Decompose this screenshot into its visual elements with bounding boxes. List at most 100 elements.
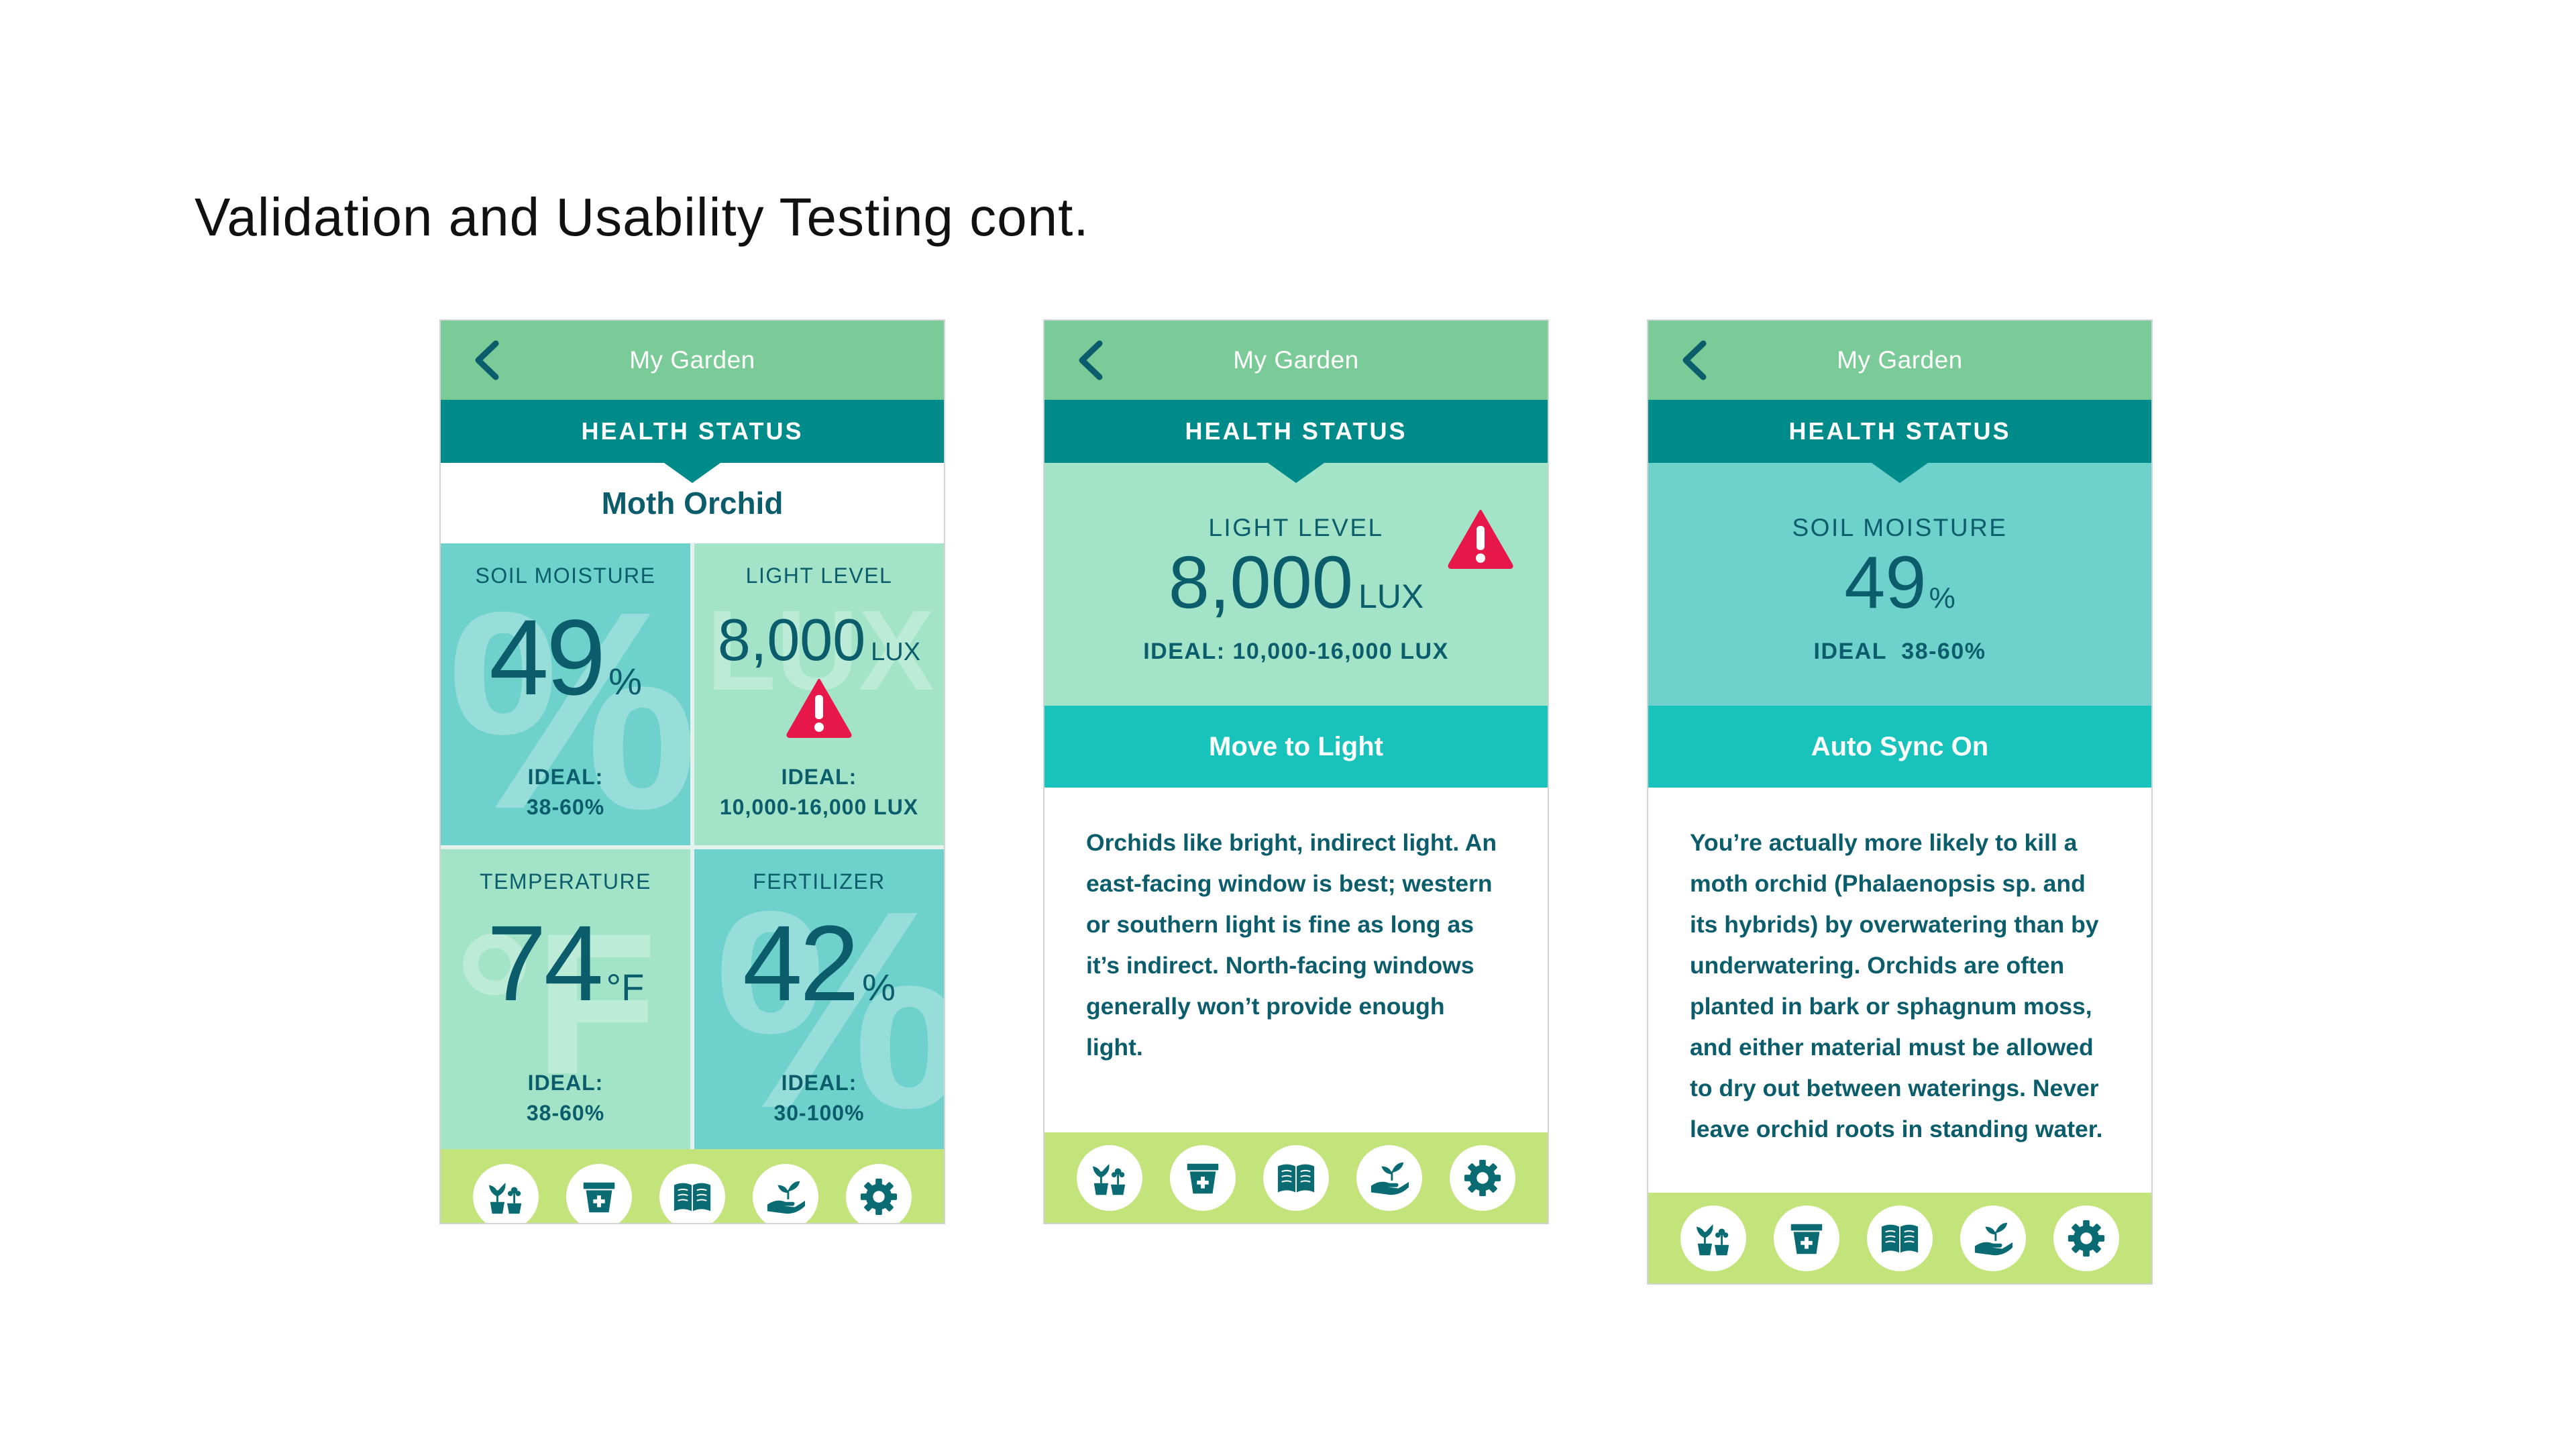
metric-ideal: IDEAL 38-60% — [1813, 639, 1986, 664]
warning-icon — [786, 679, 852, 738]
book-icon — [1277, 1164, 1315, 1192]
value-number: 49 — [489, 597, 606, 717]
top-bar: My Garden — [1648, 321, 2151, 400]
ideal-value: 30-100% — [773, 1101, 865, 1125]
value-number: 42 — [743, 903, 859, 1023]
health-status-bar: HEALTH STATUS — [1044, 400, 1548, 483]
slide-title: Validation and Usability Testing cont. — [195, 187, 1089, 247]
tile-soil-moisture[interactable]: % SOIL MOISTURE 49% IDEAL: 38-60% — [441, 543, 690, 845]
value-number: 49 — [1844, 541, 1927, 624]
metric-label: SOIL MOISTURE — [1792, 514, 2008, 541]
book-icon — [674, 1183, 711, 1212]
value-number: 8,000 — [1168, 541, 1353, 624]
chevron-left-icon[interactable] — [468, 339, 508, 381]
book-icon — [1881, 1224, 1919, 1252]
tile-temperature[interactable]: °F TEMPERATURE 74 °F IDEAL: 38-60% — [441, 849, 690, 1151]
info-body: Orchids like bright, indirect light. An … — [1044, 788, 1548, 1130]
value-unit: °F — [606, 966, 645, 1008]
gear-icon — [860, 1178, 897, 1216]
top-bar: My Garden — [1044, 321, 1548, 400]
bottom-nav — [441, 1149, 944, 1223]
hand-plant-icon — [1974, 1222, 2012, 1255]
nav-care-button[interactable] — [1960, 1205, 2026, 1271]
gear-icon — [2068, 1220, 2104, 1256]
tile-label: TEMPERATURE — [480, 869, 651, 894]
nav-care-button[interactable] — [752, 1164, 818, 1223]
metric-panel-moisture: SOIL MOISTURE 49% IDEAL 38-60% — [1648, 463, 2151, 706]
ideal-label: IDEAL: — [527, 765, 604, 789]
ideal-value: 38-60% — [526, 795, 605, 819]
metric-value: 49% — [1648, 546, 2151, 620]
tile-light-level[interactable]: LUX LIGHT LEVEL 8,000 LUX IDEAL: 10,000-1… — [694, 543, 944, 845]
tile-label: FERTILIZER — [753, 869, 885, 894]
tile-label: SOIL MOISTURE — [475, 564, 656, 588]
auto-sync-button[interactable]: Auto Sync On — [1648, 706, 2151, 788]
flower-pot-icon — [583, 1182, 615, 1213]
value-unit: LUX — [1358, 578, 1424, 615]
ideal-label: IDEAL: — [527, 1071, 604, 1095]
nav-plants-button[interactable] — [1680, 1205, 1747, 1271]
flower-pot-icon — [1790, 1224, 1823, 1254]
header-title: My Garden — [1837, 346, 1963, 374]
tile-label: LIGHT LEVEL — [745, 564, 893, 588]
value-unit: % — [862, 966, 896, 1008]
health-status-bar: HEALTH STATUS — [441, 400, 944, 483]
metric-value: 8,000 LUX — [1044, 546, 1548, 620]
nav-care-button[interactable] — [1356, 1144, 1422, 1211]
nav-settings-button[interactable] — [1449, 1144, 1515, 1211]
health-status-label: HEALTH STATUS — [581, 417, 804, 445]
top-bar: My Garden — [441, 321, 944, 400]
chevron-left-icon[interactable] — [1675, 339, 1715, 381]
health-status-bar: HEALTH STATUS — [1648, 400, 2151, 483]
plants-icon — [489, 1183, 522, 1214]
value-number: 8,000 — [717, 606, 866, 673]
warning-icon — [1448, 510, 1513, 569]
header-title: My Garden — [629, 346, 755, 374]
phone-screen-overview: My Garden HEALTH STATUS Moth Orchid % SO… — [441, 321, 944, 1223]
pointer-arrow — [1268, 463, 1324, 483]
bottom-nav — [1648, 1193, 2151, 1283]
ideal-label: IDEAL: — [781, 1071, 857, 1095]
info-text: You’re actually more likely to kill a mo… — [1690, 829, 2103, 1142]
info-text: Orchids like bright, indirect light. An … — [1086, 829, 1497, 1061]
nav-pot-button[interactable] — [1774, 1205, 1840, 1271]
flower-pot-icon — [1187, 1163, 1219, 1193]
health-status-label: HEALTH STATUS — [1185, 417, 1407, 445]
pointer-arrow — [1872, 463, 1928, 483]
value-unit: % — [608, 660, 642, 702]
nav-pot-button[interactable] — [566, 1164, 633, 1223]
nav-pot-button[interactable] — [1170, 1144, 1236, 1211]
tile-fertilizer[interactable]: % FERTILIZER 42% IDEAL: 30-100% — [694, 849, 944, 1151]
nav-plants-button[interactable] — [473, 1164, 539, 1223]
metric-panel-light: LIGHT LEVEL 8,000 LUX IDEAL: 10,000-16,00… — [1044, 463, 1548, 706]
header-title: My Garden — [1233, 346, 1359, 374]
phone-screen-light-detail: My Garden HEALTH STATUS LIGHT LEVEL 8,00… — [1044, 321, 1548, 1223]
move-to-light-button[interactable]: Move to Light — [1044, 706, 1548, 788]
gear-icon — [1464, 1159, 1501, 1196]
tile-value: 8,000 LUX — [694, 610, 944, 669]
value-number: 74 — [486, 903, 604, 1023]
metrics-grid: % SOIL MOISTURE 49% IDEAL: 38-60% LUX LI… — [441, 543, 944, 1151]
tile-value: 42% — [694, 910, 944, 1017]
metric-ideal: IDEAL: 10,000-16,000 LUX — [1143, 639, 1449, 664]
nav-guide-button[interactable] — [659, 1164, 725, 1223]
value-unit: % — [1929, 582, 1955, 614]
nav-guide-button[interactable] — [1263, 1144, 1329, 1211]
ideal-value: 10,000-16,000 LUX — [719, 795, 919, 819]
ideal-label: IDEAL: — [781, 765, 857, 789]
bottom-nav — [1044, 1132, 1548, 1223]
chevron-left-icon[interactable] — [1071, 339, 1112, 381]
nav-settings-button[interactable] — [845, 1164, 912, 1223]
hand-plant-icon — [1371, 1162, 1409, 1195]
health-status-label: HEALTH STATUS — [1788, 417, 2011, 445]
nav-settings-button[interactable] — [2053, 1205, 2119, 1271]
ideal-value: 38-60% — [526, 1101, 605, 1125]
value-unit: LUX — [871, 638, 921, 666]
nav-plants-button[interactable] — [1077, 1144, 1143, 1211]
phone-screen-moisture-detail: My Garden HEALTH STATUS SOIL MOISTURE 49… — [1648, 321, 2151, 1283]
metric-label: LIGHT LEVEL — [1208, 514, 1384, 541]
info-body: You’re actually more likely to kill a mo… — [1648, 788, 2151, 1190]
nav-guide-button[interactable] — [1866, 1205, 1933, 1271]
tile-value: 74 °F — [441, 910, 690, 1017]
plants-icon — [1697, 1224, 1729, 1255]
